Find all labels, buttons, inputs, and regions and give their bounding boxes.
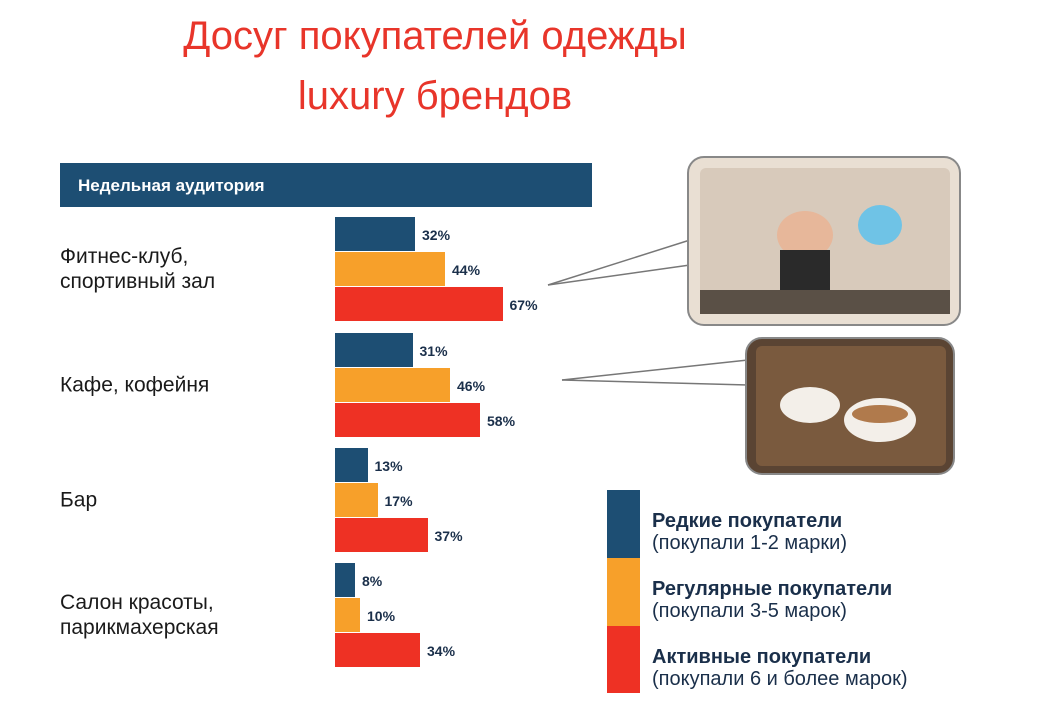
category-label: Бар bbox=[60, 488, 98, 512]
legend-swatch bbox=[607, 490, 640, 558]
bar bbox=[335, 633, 420, 667]
chart-subtitle: Недельная аудитория bbox=[78, 176, 265, 195]
value-label: 67% bbox=[509, 297, 538, 313]
bar bbox=[335, 448, 368, 482]
category-label: Салон красоты, парикмахерская bbox=[60, 591, 219, 639]
category-label: Кафе, кофейня bbox=[60, 373, 210, 397]
bar bbox=[335, 598, 360, 632]
value-label: 32% bbox=[422, 227, 451, 243]
value-label: 8% bbox=[362, 573, 383, 589]
value-label: 31% bbox=[419, 343, 448, 359]
category-label: Фитнес-клуб, спортивный зал bbox=[60, 245, 216, 293]
value-label: 34% bbox=[427, 643, 456, 659]
bar bbox=[335, 403, 480, 437]
bar bbox=[335, 483, 378, 517]
bar bbox=[335, 563, 355, 597]
value-label: 46% bbox=[457, 378, 486, 394]
header-bar: Недельная аудитория bbox=[60, 163, 592, 207]
chart-title: Досуг покупателей одежды bbox=[183, 14, 687, 58]
value-label: 13% bbox=[374, 458, 403, 474]
value-label: 10% bbox=[367, 608, 396, 624]
legend-swatch bbox=[607, 558, 640, 626]
bar bbox=[335, 252, 445, 286]
legend-label: Активные покупатели bbox=[652, 646, 872, 668]
legend-description: (покупали 3-5 марок) bbox=[652, 600, 847, 622]
legend-description: (покупали 1-2 марки) bbox=[652, 532, 847, 554]
value-label: 17% bbox=[384, 493, 413, 509]
legend-label: Регулярные покупатели bbox=[652, 578, 893, 600]
value-label: 44% bbox=[452, 262, 481, 278]
bar bbox=[335, 368, 450, 402]
legend-description: (покупали 6 и более марок) bbox=[652, 668, 908, 690]
bar bbox=[335, 333, 413, 367]
legend-swatch bbox=[607, 626, 640, 693]
chart-title: luxury брендов bbox=[297, 74, 573, 118]
bar bbox=[335, 287, 503, 321]
legend-label: Редкие покупатели bbox=[652, 510, 843, 532]
value-label: 58% bbox=[487, 413, 516, 429]
value-label: 37% bbox=[434, 528, 463, 544]
bar bbox=[335, 217, 415, 251]
bar bbox=[335, 518, 428, 552]
